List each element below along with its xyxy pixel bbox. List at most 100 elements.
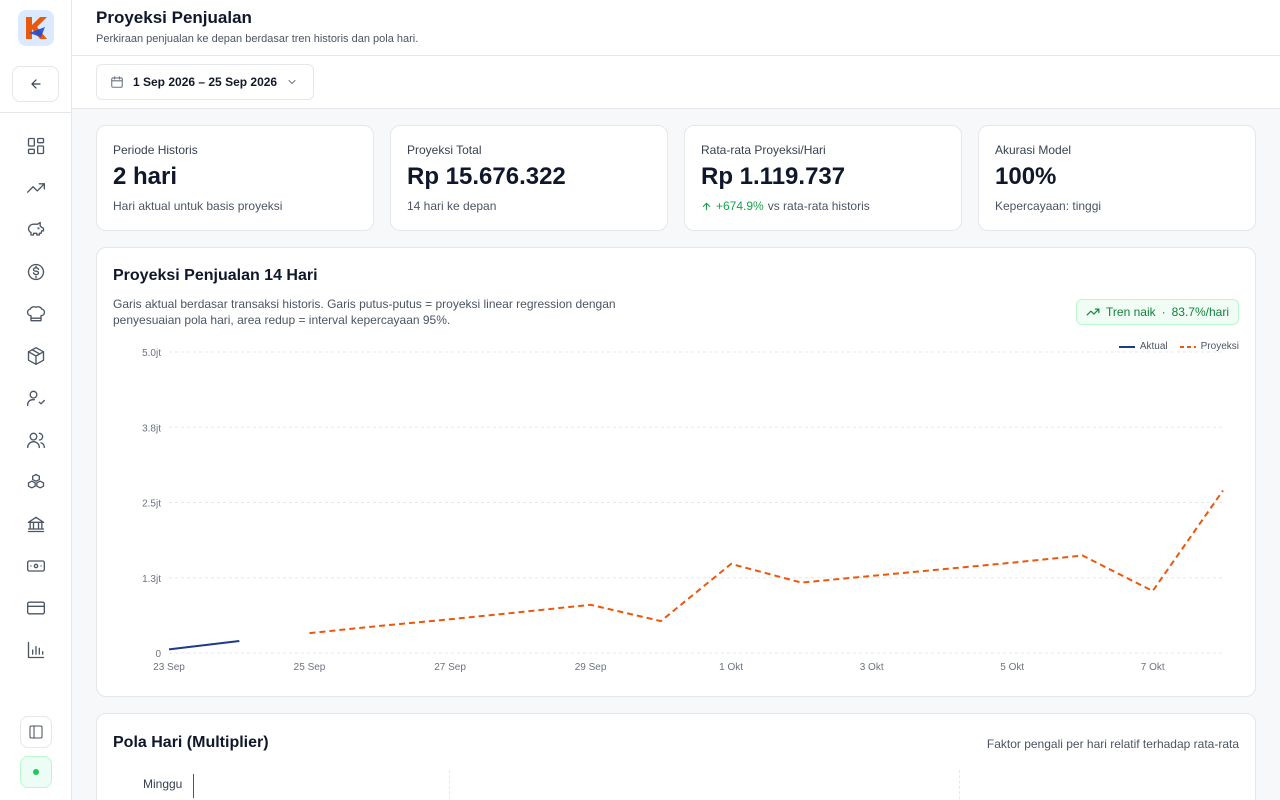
day-label: Minggu <box>143 777 183 791</box>
legend-label: Aktual <box>1139 341 1168 352</box>
stat-subtext-row: +674.9% vs rata-rata historis <box>701 199 870 213</box>
trend-value: 83.7%/hari <box>1171 305 1229 319</box>
sidebar-item-trend[interactable] <box>22 174 50 202</box>
trend-badge: Tren naik · 83.7%/hari <box>1076 299 1239 325</box>
day-pattern-gridline <box>959 770 960 800</box>
x-tick-label: 5 Okt <box>1000 662 1024 673</box>
chevron-down-icon <box>288 80 296 84</box>
dollar-circle-icon <box>27 263 45 281</box>
banknote-icon <box>27 560 45 572</box>
arrow-left-icon <box>30 79 41 89</box>
sidebar-item-finance[interactable] <box>22 258 50 286</box>
y-tick-label: 5.0jt <box>142 348 161 359</box>
arrow-up-icon <box>702 202 711 210</box>
day-pattern-card: Pola Hari (Multiplier) Faktor pengali pe… <box>96 713 1256 800</box>
sidebar-item-kitchen[interactable] <box>22 300 50 328</box>
date-range-picker[interactable]: 1 Sep 2026 – 25 Sep 2026 <box>96 64 314 100</box>
x-tick-label: 23 Sep <box>153 662 185 673</box>
sidebar-item-reports[interactable] <box>22 636 50 664</box>
calendar-icon <box>111 76 123 88</box>
legend-swatch-dashed <box>1179 345 1196 348</box>
trending-up-icon <box>27 183 45 193</box>
app-logo[interactable] <box>18 10 54 46</box>
actual-series-line <box>168 640 240 651</box>
stat-card-model-accuracy: Akurasi Model 100% Kepercayaan: tinggi <box>978 125 1256 231</box>
sidebar-item-savings[interactable] <box>22 216 50 244</box>
x-tick-label: 29 Sep <box>575 662 607 673</box>
sidebar-item-cash[interactable] <box>22 552 50 580</box>
trend-separator: · <box>1161 305 1166 319</box>
sidebar-item-dashboard[interactable] <box>22 132 50 160</box>
stat-label: Rata-rata Proyeksi/Hari <box>701 143 826 157</box>
day-pattern-title: Pola Hari (Multiplier) <box>113 734 269 751</box>
y-tick-label: 2.5jt <box>142 499 161 510</box>
sidebar-item-payments[interactable] <box>22 594 50 622</box>
x-tick-label: 3 Okt <box>860 662 884 673</box>
back-button[interactable] <box>12 66 59 102</box>
day-pattern-description: Faktor pengali per hari relatif terhadap… <box>986 737 1239 751</box>
projection-series-line <box>309 489 1224 635</box>
stat-value: Rp 1.119.737 <box>701 163 846 190</box>
online-status-dot <box>33 769 39 775</box>
legend-swatch-solid <box>1118 345 1135 348</box>
package-icon <box>27 347 45 365</box>
x-tick-label: 27 Sep <box>434 662 466 673</box>
stat-subtext: vs rata-rata historis <box>767 199 870 213</box>
x-tick-label: 1 Okt <box>719 662 743 673</box>
stat-subtext: Kepercayaan: tinggi <box>995 199 1102 213</box>
stat-delta: +674.9% <box>716 199 764 213</box>
trend-label: Tren naik <box>1106 305 1156 319</box>
x-tick-label: 25 Sep <box>294 662 326 673</box>
chef-hat-icon <box>26 306 46 322</box>
stat-label: Akurasi Model <box>995 143 1072 157</box>
panel-left-icon <box>29 725 43 739</box>
date-range-value: 1 Sep 2026 – 25 Sep 2026 <box>133 75 278 89</box>
stat-value: 100% <box>995 163 1057 190</box>
sidebar-item-inventory[interactable] <box>22 342 50 370</box>
y-tick-label: 0 <box>155 649 161 660</box>
stat-label: Periode Historis <box>113 143 198 157</box>
chart-legend: Aktual Proyeksi <box>1118 341 1239 352</box>
sidebar <box>0 0 72 800</box>
sidebar-item-stock[interactable] <box>22 468 50 496</box>
y-tick-label: 1.3jt <box>142 574 161 585</box>
connection-status-button[interactable] <box>20 756 52 788</box>
toolbar: 1 Sep 2026 – 25 Sep 2026 <box>72 56 1280 109</box>
credit-card-icon <box>27 601 45 615</box>
stat-card-daily-average: Rata-rata Proyeksi/Hari Rp 1.119.737 +67… <box>684 125 962 231</box>
page-subtitle: Perkiraan penjualan ke depan berdasar tr… <box>96 33 419 45</box>
chart-description: Garis aktual berdasar transaksi historis… <box>113 297 616 327</box>
projection-chart-card: Proyeksi Penjualan 14 Hari Garis aktual … <box>96 247 1256 697</box>
bank-icon <box>27 516 45 533</box>
legend-item-projection: Proyeksi <box>1179 341 1239 352</box>
piggy-bank-icon <box>27 221 45 236</box>
boxes-icon <box>27 473 45 489</box>
y-tick-label: 3.8jt <box>142 423 161 434</box>
day-pattern-axis <box>193 774 194 798</box>
users-icon <box>27 432 46 449</box>
sidebar-item-attendance[interactable] <box>22 384 50 412</box>
trending-up-icon <box>1086 308 1100 316</box>
stat-subtext: 14 hari ke depan <box>407 199 497 213</box>
stat-subtext: Hari aktual untuk basis proyeksi <box>113 199 283 213</box>
stat-card-projection-total: Proyeksi Total Rp 15.676.322 14 hari ke … <box>390 125 668 231</box>
sidebar-item-employees[interactable] <box>22 426 50 454</box>
sidebar-collapse-button[interactable] <box>20 716 52 748</box>
page-header: Proyeksi Penjualan Perkiraan penjualan k… <box>72 0 1280 56</box>
bar-chart-icon <box>27 641 45 659</box>
stat-label: Proyeksi Total <box>407 143 482 157</box>
sidebar-divider <box>0 112 72 113</box>
stat-card-historical-period: Periode Historis 2 hari Hari aktual untu… <box>96 125 374 231</box>
user-check-icon <box>27 390 45 407</box>
page-title: Proyeksi Penjualan <box>96 8 252 27</box>
legend-label: Proyeksi <box>1200 341 1239 352</box>
sidebar-item-bank[interactable] <box>22 510 50 538</box>
projection-line-chart: 0 1.3jt 2.5jt 3.8jt 5.0jt 23 Sep 25 Sep 27 Sep 2… <box>142 348 1224 673</box>
dashboard-icon <box>27 137 45 155</box>
legend-item-actual: Aktual <box>1118 341 1168 352</box>
day-pattern-gridline <box>449 770 450 800</box>
stat-value: Rp 15.676.322 <box>407 163 566 190</box>
x-tick-label: 7 Okt <box>1141 662 1165 673</box>
chart-title: Proyeksi Penjualan 14 Hari <box>113 267 318 284</box>
stat-value: 2 hari <box>113 163 178 190</box>
